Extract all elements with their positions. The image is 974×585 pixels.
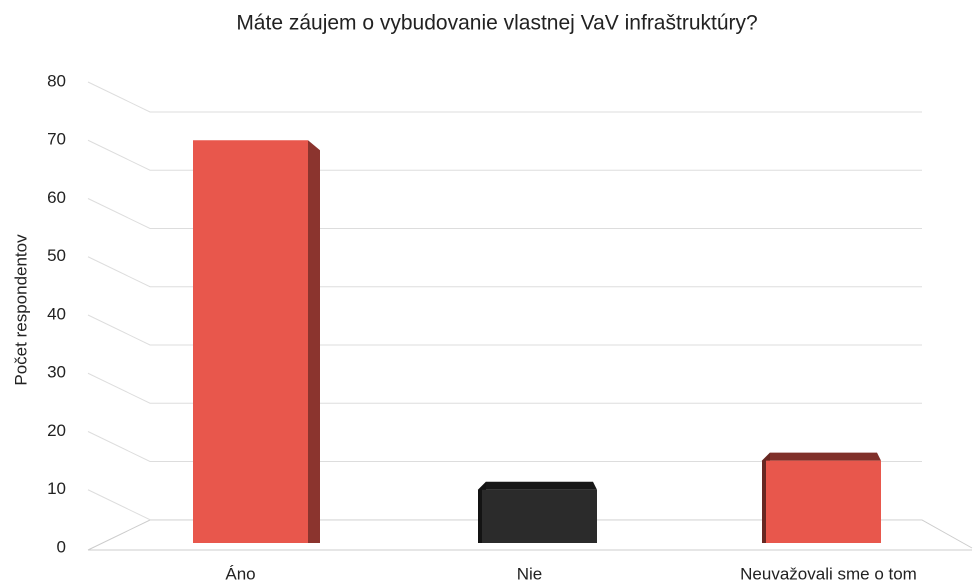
grid-line bbox=[87, 139, 922, 171]
y-tick-label: 70 bbox=[47, 130, 66, 149]
grid-line bbox=[87, 489, 922, 521]
y-tick-label: 50 bbox=[47, 246, 66, 265]
x-tick-label: Áno bbox=[225, 564, 255, 583]
y-tick-label: 30 bbox=[47, 363, 66, 382]
y-tick-label: 10 bbox=[47, 479, 66, 498]
x-tick-label: Nie bbox=[517, 564, 543, 583]
bar bbox=[193, 140, 308, 543]
grid-line bbox=[87, 431, 922, 462]
bar bbox=[766, 460, 881, 543]
y-tick-label: 60 bbox=[47, 188, 66, 207]
bar-side bbox=[308, 140, 320, 543]
bar bbox=[482, 489, 597, 543]
grid-line bbox=[87, 314, 922, 346]
bar-top bbox=[478, 481, 597, 490]
y-tick-label: 40 bbox=[47, 304, 66, 323]
grid-line bbox=[87, 81, 922, 113]
grid-line bbox=[87, 372, 922, 404]
x-tick-label: Neuvažovali sme o tom bbox=[740, 564, 917, 583]
chart-title: Máte záujem o vybudovanie vlastnej VaV i… bbox=[236, 12, 757, 35]
grid-line bbox=[87, 198, 922, 229]
bar-top bbox=[762, 452, 881, 461]
y-tick-label: 0 bbox=[57, 537, 66, 556]
y-tick-label: 80 bbox=[47, 71, 66, 90]
grid-line bbox=[87, 256, 922, 288]
y-tick-label: 20 bbox=[47, 421, 66, 440]
y-axis-label: Počet respondentov bbox=[11, 234, 30, 386]
